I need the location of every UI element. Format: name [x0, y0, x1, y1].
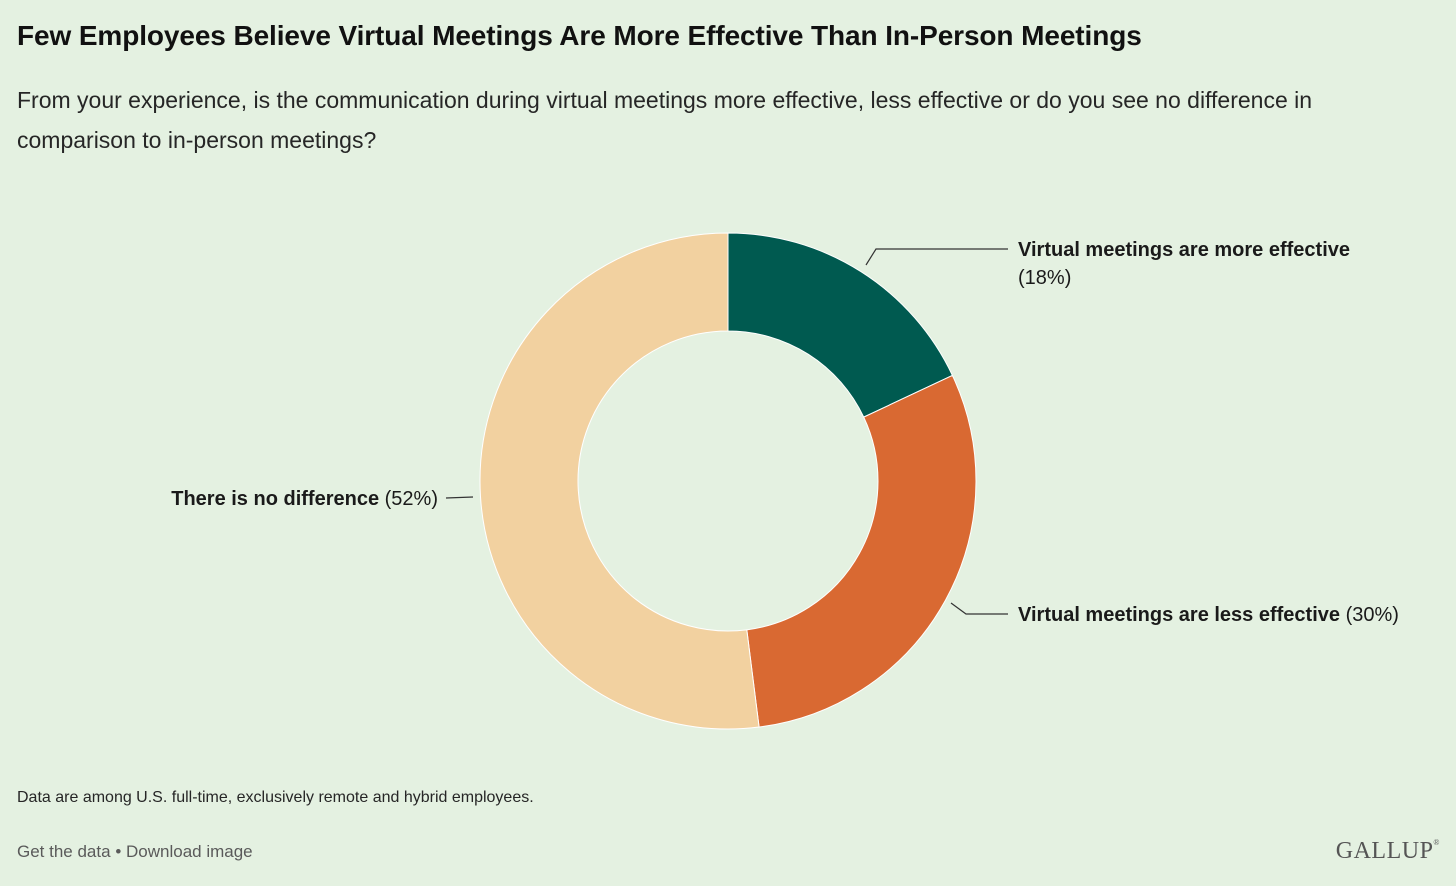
donut-slice-0 [727, 232, 954, 418]
slice-label-value: (52%) [384, 488, 438, 510]
donut-slice-2 [479, 232, 760, 730]
leader-line-less [950, 602, 1008, 615]
slice-label-text: Virtual meetings are less effective [1018, 604, 1341, 626]
donut-slices [479, 232, 977, 730]
slice-label-text: Virtual meetings are more effective [1018, 239, 1350, 261]
slice-label-value: (30%) [1345, 604, 1399, 626]
gallup-logo: GALLUP® [1336, 838, 1440, 865]
footer-links: Get the data • Download image [17, 842, 253, 862]
slice-label-less-effective: Virtual meetings are less effective (30%… [1018, 601, 1399, 629]
slice-label-text: There is no difference [171, 488, 380, 510]
download-image-link[interactable]: Download image [126, 842, 253, 861]
leader-line-more [865, 248, 1008, 266]
slice-label-no-difference: There is no difference (52%) [171, 485, 438, 513]
footer-separator: • [115, 842, 122, 861]
chart-subtitle: From your experience, is the communicati… [17, 87, 1313, 153]
get-data-link[interactable]: Get the data [17, 842, 111, 861]
slice-label-value: (18%) [1018, 267, 1072, 289]
donut-slice-1 [746, 374, 977, 728]
logo-registered-mark: ® [1433, 838, 1440, 847]
logo-text: GALLUP [1335, 838, 1434, 864]
data-note: Data are among U.S. full-time, exclusive… [17, 789, 534, 806]
slice-label-more-effective: Virtual meetings are more effective (18%… [1018, 236, 1350, 292]
leader-line-nodiff [445, 496, 474, 499]
chart-title: Few Employees Believe Virtual Meetings A… [17, 20, 1142, 51]
